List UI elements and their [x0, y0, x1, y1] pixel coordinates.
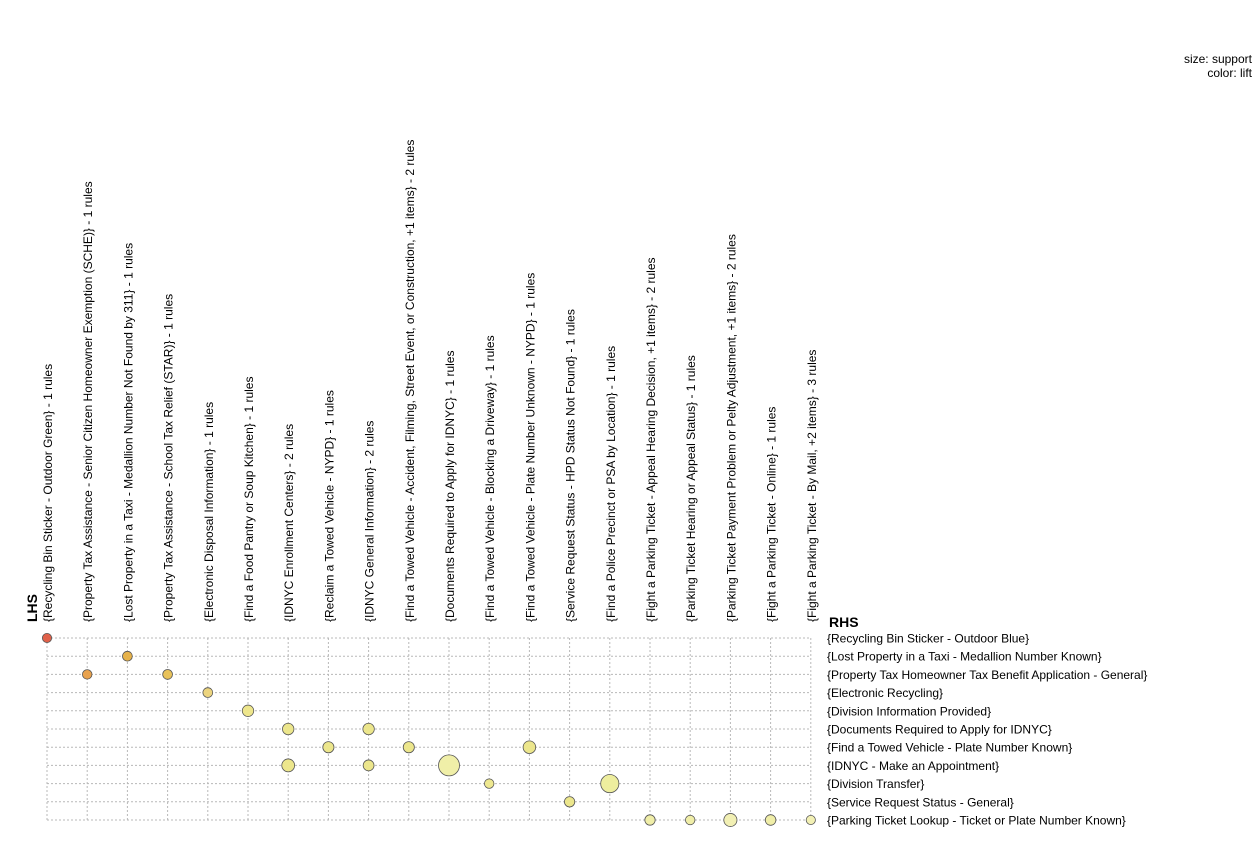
rule-point: [322, 741, 335, 754]
lhs-tick-label: {Reclaim a Towed Vehicle - NYPD} - 1 rul…: [322, 390, 336, 622]
rhs-tick-label: {IDNYC - Make an Appointment}: [827, 759, 999, 773]
lhs-tick-labels: {Recycling Bin Sticker - Outdoor Green} …: [41, 140, 819, 622]
rule-point: [484, 778, 495, 789]
lhs-tick-label: {Documents Required to Apply for IDNYC} …: [443, 351, 457, 622]
rhs-axis-title: RHS: [829, 614, 859, 630]
rule-point: [202, 687, 214, 698]
rule-point: [522, 740, 537, 754]
grid-lines: [46, 637, 812, 821]
lhs-tick-label: {Parking Ticket Payment Problem or Pelty…: [724, 234, 738, 622]
lhs-tick-label: {Fight a Parking Ticket - Appeal Hearing…: [644, 257, 658, 622]
legend-size-label: size: support: [1183, 52, 1252, 66]
lhs-tick-label: {Lost Property in a Taxi - Medallion Num…: [121, 243, 135, 622]
lhs-tick-label: {Property Tax Assistance - School Tax Re…: [162, 294, 176, 622]
rule-point: [764, 814, 777, 826]
rule-point: [362, 759, 375, 772]
rhs-tick-label: {Parking Ticket Lookup - Ticket or Plate…: [827, 814, 1126, 828]
rhs-tick-label: {Recycling Bin Sticker - Outdoor Blue}: [827, 632, 1029, 646]
rule-point: [600, 774, 620, 794]
legend: size: support color: lift: [1184, 52, 1252, 80]
rhs-tick-labels: {Recycling Bin Sticker - Outdoor Blue} {L…: [827, 632, 1147, 828]
rhs-tick-label: {Lost Property in a Taxi - Medallion Num…: [827, 650, 1102, 664]
rule-point: [82, 669, 93, 680]
rule-point: [438, 754, 460, 777]
lhs-axis-title: LHS: [24, 594, 40, 622]
rule-point: [362, 722, 375, 736]
rule-point: [282, 722, 295, 736]
rhs-tick-label: {Property Tax Homeowner Tax Benefit Appl…: [827, 668, 1147, 682]
rule-point: [564, 796, 576, 808]
lhs-tick-label: {Property Tax Assistance - Senior Citize…: [81, 181, 95, 622]
lhs-tick-label: {Find a Towed Vehicle - Blocking a Drive…: [483, 335, 497, 622]
rule-point: [805, 814, 816, 826]
lhs-tick-label: {Find a Towed Vehicle - Accident, Filmin…: [403, 140, 417, 622]
lhs-tick-label: {Recycling Bin Sticker - Outdoor Green} …: [41, 364, 55, 622]
rule-point: [122, 650, 133, 662]
lhs-tick-label: {Fight a Parking Ticket - By Mail, +2 it…: [805, 350, 819, 622]
rhs-tick-label: {Electronic Recycling}: [827, 686, 943, 700]
legend-color-label: color: lift: [1207, 66, 1252, 80]
data-points: [41, 632, 816, 827]
rhs-tick-label: {Find a Towed Vehicle - Plate Number Kno…: [827, 741, 1072, 755]
lhs-tick-label: {Find a Police Precinct or PSA by Locati…: [604, 346, 618, 622]
lhs-tick-label: {Fight a Parking Ticket - Online} - 1 ru…: [765, 407, 779, 622]
rule-point: [685, 814, 696, 826]
rule-point: [723, 813, 738, 827]
lhs-tick-label: {IDNYC Enrollment Centers} - 2 rules: [282, 424, 296, 622]
rule-point: [281, 758, 296, 773]
lhs-tick-label: {Find a Towed Vehicle - Plate Number Unk…: [523, 273, 537, 622]
rule-point: [162, 669, 173, 680]
rhs-tick-label: {Service Request Status - General}: [827, 795, 1014, 809]
rhs-tick-label: {Division Transfer}: [827, 777, 924, 791]
rule-point: [402, 741, 415, 754]
rule-point: [644, 814, 656, 826]
lhs-tick-label: {Parking Ticket Hearing or Appeal Status…: [684, 355, 698, 622]
lhs-tick-label: {Find a Food Pantry or Soup Kitchen} - 1…: [242, 377, 256, 622]
rhs-tick-label: {Division Information Provided}: [827, 704, 991, 718]
lhs-tick-label: {Service Request Status - HPD Status Not…: [564, 309, 578, 622]
rule-point: [241, 704, 255, 717]
lhs-tick-label: {Electronic Disposal Information} - 1 ru…: [202, 402, 216, 622]
lhs-tick-label: {IDNYC General Information} - 2 rules: [363, 421, 377, 622]
rule-point: [41, 632, 53, 644]
rhs-tick-label: {Documents Required to Apply for IDNYC}: [827, 723, 1052, 737]
